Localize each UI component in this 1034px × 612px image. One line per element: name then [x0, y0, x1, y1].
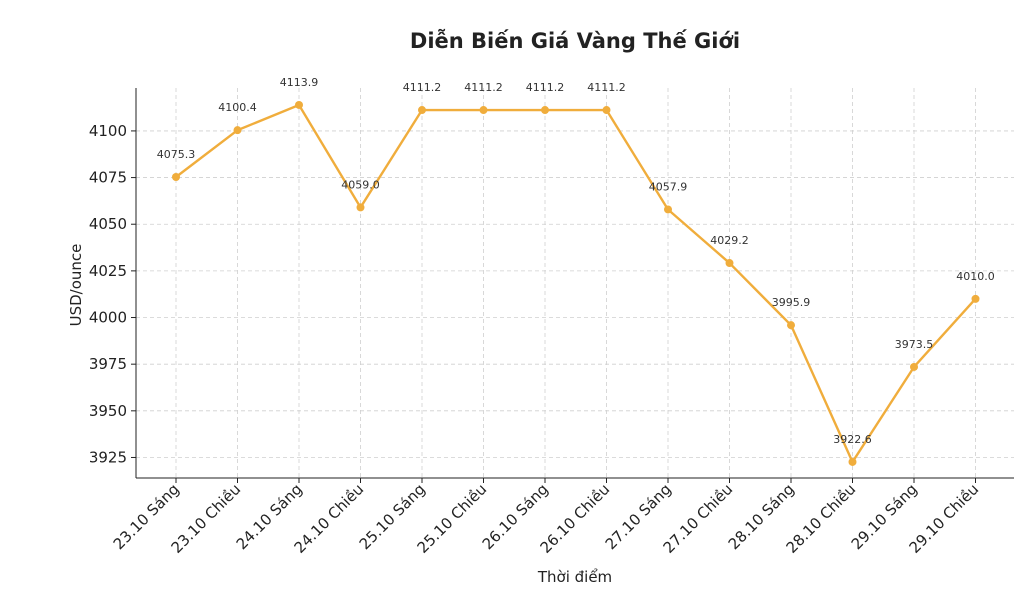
data-label: 4057.9 [649, 180, 688, 193]
data-point [787, 321, 795, 330]
data-point [479, 106, 488, 115]
data-label: 4113.9 [280, 76, 319, 89]
data-point [725, 259, 734, 268]
grid [136, 88, 1014, 478]
y-axis-label: USD/ounce [67, 244, 85, 327]
data-label: 4100.4 [218, 101, 257, 114]
axes [135, 88, 1014, 479]
series-line [175, 103, 977, 464]
data-label: 3922.6 [833, 433, 872, 446]
data-label: 3973.5 [895, 338, 934, 351]
data-point [541, 106, 549, 115]
y-tick-label: 3925 [89, 448, 127, 466]
chart-title: Diễn Biến Giá Vàng Thế Giới [410, 29, 740, 53]
data-point [848, 457, 857, 466]
data-point [233, 126, 242, 135]
series-gold-price [172, 100, 980, 466]
data-label: 4111.2 [526, 81, 565, 94]
data-label: 4111.2 [403, 81, 442, 94]
data-labels: 4075.3 4100.4 4113.9 4059.0 4111.2 4111.2 4111… [157, 76, 995, 446]
data-point [356, 203, 365, 212]
data-label: 4029.2 [710, 234, 749, 247]
data-point [172, 173, 180, 182]
data-point [910, 362, 918, 371]
data-point [664, 205, 672, 214]
data-label: 4075.3 [157, 148, 196, 161]
data-label: 4010.0 [956, 270, 995, 283]
x-axis-label: Thời điểm [537, 568, 612, 586]
data-point [418, 106, 426, 115]
data-label: 4111.2 [587, 81, 626, 94]
data-point [602, 106, 611, 115]
y-tick-label: 4025 [89, 262, 127, 280]
y-tick-label: 4100 [89, 122, 127, 140]
data-point [971, 294, 980, 303]
data-point [295, 100, 303, 109]
y-tick-label: 3950 [89, 402, 127, 420]
y-tick-label: 4050 [89, 215, 127, 233]
data-label: 3995.9 [772, 296, 811, 309]
y-tick-label: 4000 [89, 309, 127, 327]
data-label: 4111.2 [464, 81, 503, 94]
y-tick-label: 4075 [89, 169, 127, 187]
y-tick-label: 3975 [89, 355, 127, 373]
data-label: 4059.0 [341, 178, 380, 191]
y-axis-ticks: 3925 3950 3975 4000 4025 4050 4075 4100 [89, 122, 136, 466]
